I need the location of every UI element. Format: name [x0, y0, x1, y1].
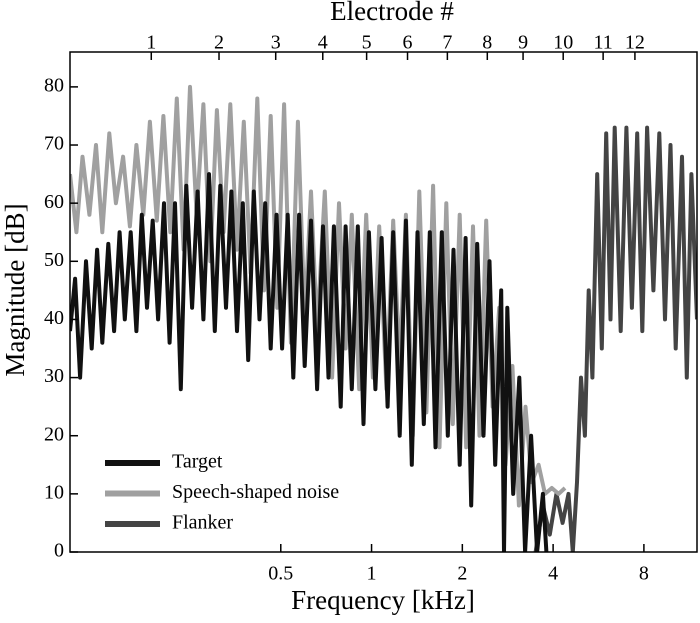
- y-tick-label: 70: [44, 133, 64, 155]
- y-tick-label: 50: [44, 249, 64, 271]
- x-tick-label: 2: [457, 563, 467, 585]
- series-line: [70, 172, 549, 552]
- y-tick-label: 60: [44, 191, 64, 213]
- x2-axis-label: Electrode #: [330, 0, 454, 26]
- x2-tick-label: 11: [593, 32, 612, 54]
- x-tick-label: 4: [548, 563, 558, 585]
- legend-label: Target: [172, 451, 223, 473]
- series-line: [70, 84, 567, 508]
- x2-tick-label: 4: [318, 32, 328, 54]
- legend-label: Speech-shaped noise: [172, 481, 339, 503]
- x2-tick-label: 9: [518, 32, 528, 54]
- x2-tick-label: 12: [625, 32, 645, 54]
- y-tick-label: 20: [44, 423, 64, 445]
- x2-tick-label: 2: [214, 32, 224, 54]
- plot-frame: [69, 51, 698, 553]
- x-axis-label: Frequency [kHz]: [291, 585, 475, 615]
- y-tick-label: 80: [44, 74, 64, 96]
- y-tick-label: 40: [44, 307, 64, 329]
- y-tick-label: 0: [54, 540, 64, 562]
- x-tick-label: 8: [639, 563, 649, 585]
- x-tick-label: 1: [367, 563, 377, 585]
- y-tick-label: 30: [44, 365, 64, 387]
- x-tick-label: 0.5: [268, 563, 293, 585]
- y-tick-label: 10: [44, 481, 64, 503]
- y-axis-label: Magnitude [dB]: [0, 203, 30, 376]
- x2-tick-label: 3: [271, 32, 281, 54]
- x2-tick-label: 10: [553, 32, 573, 54]
- x2-tick-label: 8: [482, 32, 492, 54]
- series-line: [533, 125, 697, 552]
- legend-label: Flanker: [172, 512, 233, 534]
- plot-area: [70, 84, 697, 552]
- x2-tick-label: 6: [403, 32, 413, 54]
- x2-tick-label: 7: [442, 32, 452, 54]
- x2-tick-label: 1: [146, 32, 156, 54]
- x2-tick-label: 5: [362, 32, 372, 54]
